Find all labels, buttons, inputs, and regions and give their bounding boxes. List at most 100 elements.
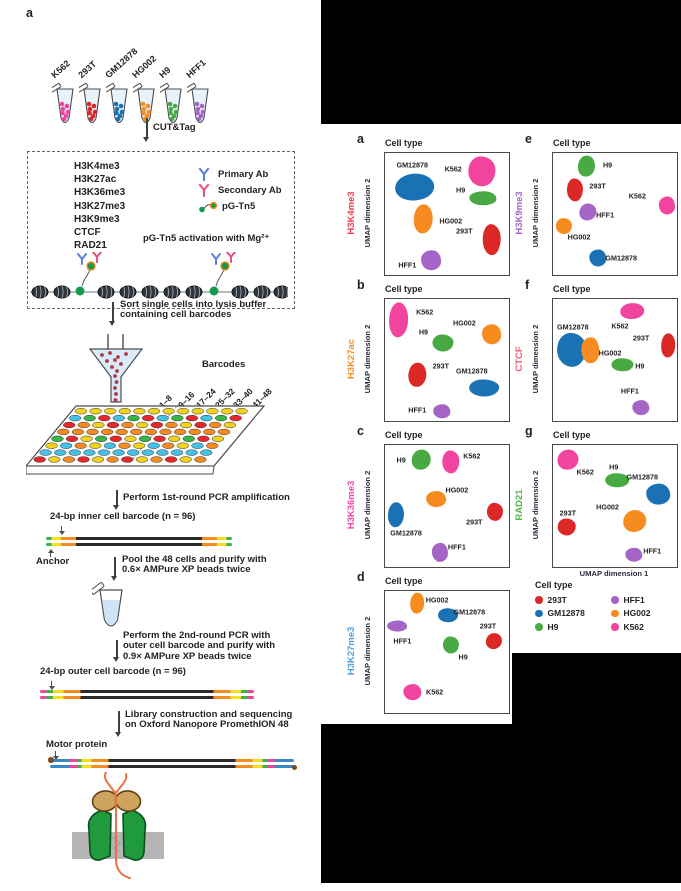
dna-strand: [40, 690, 254, 694]
target-CTCF: CTCF: [74, 227, 101, 239]
pooled-tube-icon: [92, 582, 123, 627]
library-construct-icon: [48, 757, 297, 771]
dna-strand: [40, 695, 254, 700]
tube-label: HG002: [130, 53, 159, 80]
cluster-label: 293T: [432, 361, 449, 371]
nanopore-icon: [72, 772, 164, 879]
sample-tube-GM12878: GM12878: [103, 32, 139, 132]
cluster-HG002: [414, 204, 433, 234]
sample-tube-H9: H9: [157, 32, 187, 132]
umap-panel-g: g Cell type RAD21 UMAP dimension 2 K562 H…: [513, 422, 681, 578]
tube-icon: [79, 83, 101, 124]
cluster-label: GM12878: [626, 472, 659, 482]
umap-plot: K562 H9 GM12878 HG002 293T HFF1: [552, 444, 678, 568]
legend-dot: [535, 609, 543, 617]
cluster-label: 293T: [632, 333, 650, 343]
cluster-HFF1: [579, 203, 597, 221]
outer-barcode-pointer: [48, 681, 55, 690]
cluster-293T: [567, 178, 584, 202]
cluster-label: K562: [426, 687, 444, 697]
y-axis-label: UMAP dimension 2: [531, 324, 540, 394]
antibody-legend: Primary Ab Secondary Ab pG-Tn5: [198, 166, 282, 214]
legend-row: 293T HFF1: [535, 593, 681, 607]
umap-plot: H9 293T K562 HFF1 HG002 GM12878: [552, 152, 678, 276]
sample-tube-HG002: HG002: [130, 32, 160, 132]
cluster-label: K562: [628, 191, 646, 201]
legend-label: K562: [623, 621, 644, 632]
cluster-label: GM12878: [390, 528, 422, 538]
y-axis-label: UMAP dimension 2: [531, 470, 540, 540]
target-H3K9me3: H3K9me3: [74, 213, 120, 225]
activation-note: pG-Tn5 activation with Mg²⁺: [143, 233, 270, 244]
dna-strand: [50, 759, 294, 763]
cluster-label: GM12878: [456, 366, 488, 376]
cluster-label: HG002: [425, 595, 449, 605]
well-plate-icon: [26, 405, 266, 475]
cluster-K562: [659, 196, 676, 214]
plot-title: Cell type: [385, 284, 423, 294]
cluster-293T: [482, 223, 501, 256]
dna-strand: [50, 764, 294, 769]
legend-dot: [611, 623, 619, 631]
tube-icon: [133, 83, 155, 124]
inner-barcode-label: 24-bp inner cell barcode (n = 96): [50, 511, 196, 522]
cluster-H9: [432, 334, 454, 352]
cluster-H9: [605, 473, 630, 488]
sort-step-label: Sort single cells into lysis buffer cont…: [120, 299, 267, 321]
flow-arrow-pcr2: [112, 640, 121, 662]
cluster-GM12878: [469, 379, 500, 397]
ab-legend-item: pG-Tn5: [198, 198, 282, 214]
plot-title: Cell type: [553, 138, 591, 148]
cluster-label: HG002: [596, 502, 619, 512]
panel-letter: d: [357, 570, 365, 584]
inner-barcode-construct-icon: [46, 537, 232, 547]
sample-tube-HFF1: HFF1: [184, 32, 214, 132]
plot-title: Cell type: [385, 138, 423, 148]
cluster-label: K562: [611, 321, 629, 331]
cluster-HFF1: [624, 547, 643, 563]
legend-dot: [611, 609, 619, 617]
umap-plot: K562 GM12878 HG002 293T H9 HFF1: [552, 298, 678, 422]
panel-letter: g: [525, 424, 533, 438]
y-axis-label: UMAP dimension 2: [363, 178, 372, 248]
legend-label: HG002: [623, 608, 651, 619]
cluster-label: HG002: [452, 318, 476, 328]
cluster-label: HG002: [445, 485, 469, 495]
flow-arrow-cuttag: [142, 118, 151, 142]
pg-tn5-icon: [199, 201, 218, 212]
cluster-label: H9: [456, 185, 466, 195]
cluster-label: GM12878: [557, 322, 589, 332]
cluster-label: H9: [396, 455, 406, 465]
legend-item-H9: H9: [535, 622, 611, 632]
sample-tube-K562: K562: [49, 32, 79, 132]
cluster-HFF1: [420, 250, 441, 271]
umap-panel-f: f Cell type CTCF UMAP dimension 2 K562 GM…: [513, 276, 681, 428]
cluster-label: HFF1: [620, 386, 639, 395]
legend-title: Cell type: [535, 580, 573, 590]
tube-icon: [106, 83, 128, 124]
cluster-label: H9: [609, 462, 619, 472]
target-H3K27me3: H3K27me3: [74, 200, 126, 212]
umap-plot: GM12878 K562 H9 HG002 293T HFF1: [384, 152, 510, 276]
umap-panel-a: a Cell type H3K4me3 UMAP dimension 2 GM1…: [345, 130, 515, 282]
plot-title: Cell type: [385, 576, 423, 586]
black-region-bottom-right: [321, 724, 681, 883]
legend-label: GM12878: [547, 608, 585, 619]
motor-protein-label: Motor protein: [46, 739, 108, 750]
y-axis-label: UMAP dimension 2: [363, 324, 372, 394]
legend-item-293T: 293T: [535, 595, 611, 605]
barcodes-label: Barcodes: [202, 359, 246, 370]
cluster-HG002: [623, 509, 647, 532]
ab-legend-item: Primary Ab: [198, 166, 282, 182]
tube-icon: [52, 83, 74, 124]
umap-plot: H9 K562 HG002 GM12878 293T HFF1: [384, 444, 510, 568]
x-axis-label: UMAP dimension 1: [579, 569, 649, 578]
assay-label: CTCF: [514, 346, 525, 372]
cluster-label: GM12878: [396, 160, 429, 170]
motor-protein-icon: [48, 757, 54, 763]
cluster-label: HG002: [439, 216, 463, 226]
cluster-label: HFF1: [643, 546, 662, 556]
target-H3K4me3: H3K4me3: [74, 161, 120, 172]
pool-step-label: Pool the 48 cells and purify with 0.6× A…: [122, 554, 267, 576]
pcr2-step-label: Perform the 2nd-round PCR with outer cel…: [123, 630, 276, 662]
